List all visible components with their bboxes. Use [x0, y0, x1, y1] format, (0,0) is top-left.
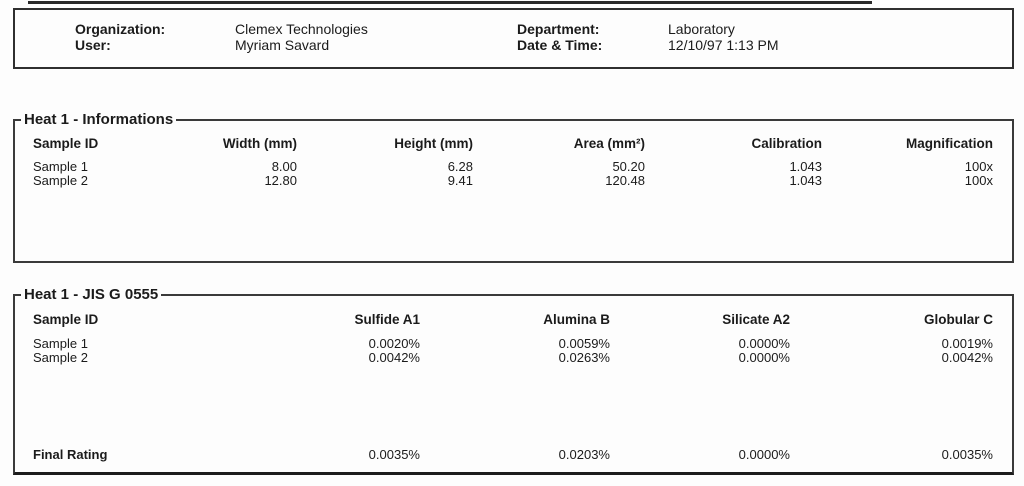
cell-sample-id: Sample 1: [33, 159, 88, 174]
cell-globular-c: 0.0019%: [941, 336, 993, 351]
header-values-right: Laboratory 12/10/97 1:13 PM: [668, 21, 779, 53]
column-header-sample-id: Sample ID: [33, 136, 99, 151]
table-row: Sample 1 0.0020% 0.0059% 0.0000% 0.0019%: [33, 337, 993, 351]
department-value: Laboratory: [668, 21, 735, 37]
cell-sample-id: Sample 1: [33, 336, 88, 351]
header-box: Organization: User: Clemex Technologies …: [13, 8, 1014, 69]
datetime-label: Date & Time:: [517, 37, 603, 53]
header-values-left: Clemex Technologies Myriam Savard: [235, 21, 368, 53]
cell-sulfide-a1: 0.0020%: [368, 336, 420, 351]
jis-table-header: Sample ID Sulfide A1 Alumina B Silicate …: [33, 313, 993, 327]
organization-value: Clemex Technologies: [235, 21, 368, 37]
cell-alumina-b: 0.0059%: [558, 336, 610, 351]
cell-silicate-a2: 0.0000%: [738, 336, 790, 351]
column-header-width: Width (mm): [222, 136, 297, 151]
datetime-value: 12/10/97 1:13 PM: [668, 37, 779, 53]
jis-groupbox-title: Heat 1 - JIS G 0555: [21, 286, 162, 303]
column-header-sample-id: Sample ID: [33, 312, 99, 327]
column-header-globular-c: Globular C: [923, 312, 993, 327]
department-label: Department:: [517, 21, 600, 37]
final-alumina-b: 0.0203%: [558, 447, 610, 462]
cell-area: 120.48: [605, 173, 645, 188]
cell-silicate-a2: 0.0000%: [738, 350, 790, 365]
informations-table-header: Sample ID Width (mm) Height (mm) Area (m…: [33, 137, 993, 151]
cell-calibration: 1.043: [789, 173, 822, 188]
final-rating-row: Final Rating 0.0035% 0.0203% 0.0000% 0.0…: [33, 448, 993, 462]
column-header-calibration: Calibration: [751, 136, 822, 151]
column-header-sulfide-a1: Sulfide A1: [354, 312, 420, 327]
final-silicate-a2: 0.0000%: [738, 447, 790, 462]
final-sulfide-a1: 0.0035%: [368, 447, 420, 462]
cell-sample-id: Sample 2: [33, 173, 88, 188]
header-labels-right: Department: Date & Time:: [517, 21, 602, 53]
table-row: Sample 2 12.80 9.41 120.48 1.043 100x: [33, 174, 993, 188]
cell-height: 6.28: [447, 159, 473, 174]
column-header-height: Height (mm): [394, 136, 473, 151]
cell-width: 12.80: [264, 173, 297, 188]
cell-alumina-b: 0.0263%: [558, 350, 610, 365]
top-rule: [28, 1, 872, 4]
header-labels-left: Organization: User:: [75, 21, 165, 53]
final-globular-c: 0.0035%: [941, 447, 993, 462]
cell-magnification: 100x: [964, 159, 993, 174]
cell-height: 9.41: [447, 173, 473, 188]
cell-sample-id: Sample 2: [33, 350, 88, 365]
column-header-alumina-b: Alumina B: [543, 312, 610, 327]
cell-sulfide-a1: 0.0042%: [368, 350, 420, 365]
table-row: Sample 1 8.00 6.28 50.20 1.043 100x: [33, 160, 993, 174]
column-header-area: Area (mm²): [573, 136, 645, 151]
final-rating-label: Final Rating: [33, 447, 108, 462]
cell-magnification: 100x: [964, 173, 993, 188]
column-header-silicate-a2: Silicate A2: [722, 312, 790, 327]
informations-groupbox-title: Heat 1 - Informations: [21, 111, 177, 128]
cell-calibration: 1.043: [789, 159, 822, 174]
organization-label: Organization:: [75, 21, 166, 37]
cell-globular-c: 0.0042%: [941, 350, 993, 365]
cell-area: 50.20: [612, 159, 645, 174]
user-label: User:: [75, 37, 111, 53]
user-value: Myriam Savard: [235, 37, 330, 53]
informations-groupbox: Heat 1 - Informations Sample ID Width (m…: [13, 111, 1014, 263]
jis-groupbox: Heat 1 - JIS G 0555 Sample ID Sulfide A1…: [13, 286, 1014, 475]
cell-width: 8.00: [271, 159, 297, 174]
table-row: Sample 2 0.0042% 0.0263% 0.0000% 0.0042%: [33, 351, 993, 365]
column-header-magnification: Magnification: [906, 136, 993, 151]
